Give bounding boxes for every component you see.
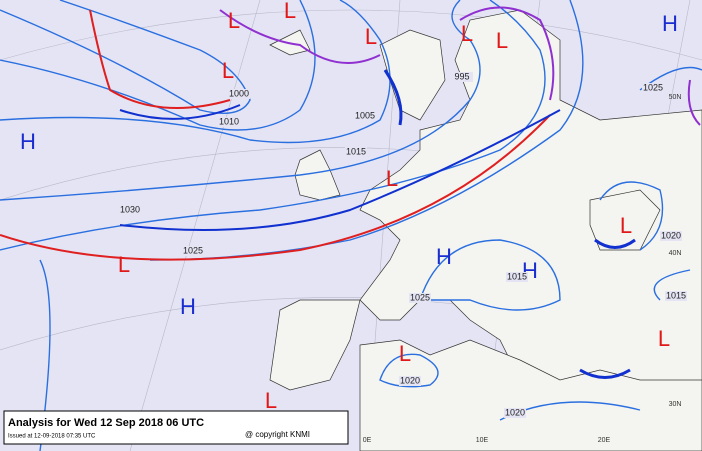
isobar-label-bg (119, 205, 141, 215)
isobar-label: 1005 (355, 110, 375, 120)
pressure-center: L (284, 0, 296, 23)
isobar-label: 1020 (661, 230, 681, 240)
caption-box (3, 410, 349, 445)
isobar-label-bg (409, 293, 431, 303)
isobar-label-bg (345, 147, 367, 157)
copyright: @ copyright KNMI (245, 430, 310, 439)
isobar-label: 1010 (219, 116, 239, 126)
isobar-label-bg (218, 117, 240, 127)
isobar-label-bg (399, 376, 421, 386)
isobar-label-bg (182, 246, 204, 256)
issued-time: Issued at 12-09-2018 07:35 UTC (8, 434, 96, 440)
isobar-label-bg (451, 72, 473, 82)
grid-label: 30N (669, 401, 682, 408)
grid-label: 10E (476, 437, 489, 444)
isobar-label: 1025 (410, 292, 430, 302)
grid-label: 20E (598, 437, 611, 444)
pressure-center: L (399, 341, 411, 366)
pressure-center: L (658, 326, 670, 351)
pressure-center: L (386, 166, 398, 191)
isobar-label: 1025 (643, 82, 663, 92)
isobar-label: 1015 (666, 290, 686, 300)
pressure-center: L (365, 24, 377, 49)
isobar-label: 1020 (505, 407, 525, 417)
pressure-center: L (118, 252, 130, 277)
isobar-label-bg (506, 272, 528, 282)
isobar-label-bg (660, 231, 682, 241)
isobar-label: 1015 (346, 146, 366, 156)
pressure-center: H (180, 294, 196, 319)
fronts (0, 6, 701, 379)
isobar-label: 1020 (400, 375, 420, 385)
isobar-label: 995 (454, 71, 469, 81)
pressure-center: L (265, 388, 277, 413)
pressure-center: L (620, 213, 632, 238)
pressure-center: L (496, 28, 508, 53)
grid-label: 50N (669, 94, 682, 101)
pressure-center: L (222, 58, 234, 83)
pressure-center: H (662, 11, 678, 36)
pressure-center: L (228, 8, 240, 33)
grid-label: 0E (363, 437, 372, 444)
pressure-center: L (461, 21, 473, 46)
isobar-label: 1030 (120, 204, 140, 214)
pressure-center: H (20, 129, 36, 154)
isobar-label: 1025 (183, 245, 203, 255)
map-title: Analysis for Wed 12 Sep 2018 06 UTC (8, 417, 204, 429)
grid-label: 40N (669, 250, 682, 257)
isobar-label: 1015 (507, 271, 527, 281)
isobar-label-bg (504, 408, 526, 418)
isobar-label: 1000 (229, 88, 249, 98)
isobar-label-bg (665, 291, 687, 301)
legend-box: Analysis for Wed 12 Sep 2018 06 UTC Issu… (3, 410, 349, 445)
isobar-label-bg (354, 111, 376, 121)
isobar-label-bg (228, 89, 250, 99)
isobar-label-bg (642, 83, 664, 93)
pressure-center: H (436, 244, 452, 269)
